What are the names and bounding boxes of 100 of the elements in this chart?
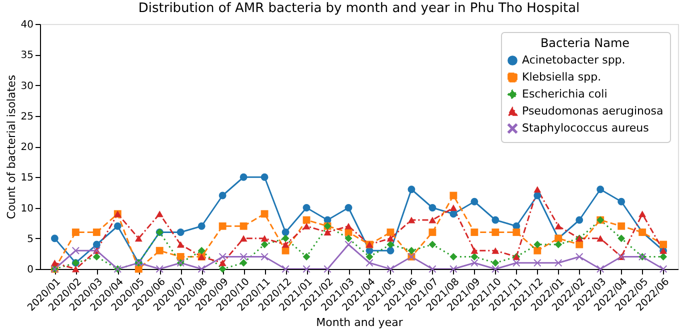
legend-label: Escherichia coli xyxy=(522,88,608,100)
point xyxy=(176,253,184,260)
y-axis-title: Count of bacterial isolates xyxy=(4,74,18,220)
point xyxy=(156,265,164,273)
point xyxy=(50,260,58,266)
point xyxy=(218,192,226,200)
point xyxy=(428,265,436,273)
point xyxy=(470,247,478,254)
point xyxy=(72,266,80,272)
point xyxy=(156,246,164,254)
point xyxy=(534,246,542,254)
point xyxy=(450,210,458,218)
chart-title: Distribution of AMR bacteria by month and year in Phu Tho Hospital xyxy=(138,1,580,16)
point xyxy=(450,204,458,211)
point xyxy=(134,235,142,242)
point xyxy=(344,204,352,212)
legend-label: Pseudomonas aeruginosa xyxy=(522,104,664,118)
point xyxy=(450,253,458,260)
point xyxy=(660,240,668,248)
point xyxy=(218,260,226,266)
point xyxy=(92,253,100,260)
point xyxy=(492,228,500,236)
point xyxy=(596,186,604,194)
point xyxy=(408,186,416,194)
point xyxy=(554,240,562,248)
point xyxy=(72,228,80,236)
point xyxy=(492,216,500,224)
point xyxy=(260,173,268,181)
point xyxy=(344,234,352,242)
point xyxy=(198,246,206,254)
point xyxy=(660,253,668,260)
legend-label: Klebsiella spp. xyxy=(522,70,602,84)
point xyxy=(470,228,478,236)
point xyxy=(534,192,542,200)
point xyxy=(386,228,394,236)
point xyxy=(534,240,542,248)
point xyxy=(176,228,184,236)
point xyxy=(50,234,58,242)
y-tick-label: 10 xyxy=(20,203,34,214)
point xyxy=(596,235,604,242)
point xyxy=(492,259,500,267)
point xyxy=(282,246,290,254)
point xyxy=(576,216,584,224)
point xyxy=(282,228,290,236)
point xyxy=(512,228,520,236)
point xyxy=(344,222,352,230)
y-tick-label: 15 xyxy=(20,172,34,184)
point xyxy=(470,259,478,267)
point xyxy=(260,253,268,260)
point xyxy=(554,259,562,267)
point xyxy=(198,222,206,230)
point xyxy=(260,235,268,242)
point xyxy=(240,253,248,260)
point xyxy=(386,240,394,248)
point xyxy=(114,222,122,230)
point xyxy=(302,204,310,212)
point xyxy=(302,265,310,273)
point xyxy=(470,198,478,206)
y-tick-label: 5 xyxy=(27,234,34,245)
point xyxy=(386,246,394,254)
point xyxy=(408,246,416,254)
y-tick-label: 20 xyxy=(20,142,34,153)
point xyxy=(534,259,542,267)
point xyxy=(428,240,436,248)
point xyxy=(72,246,80,254)
point xyxy=(302,222,310,230)
point xyxy=(576,253,584,260)
point xyxy=(492,265,500,273)
point xyxy=(198,265,206,273)
point xyxy=(260,240,268,248)
point xyxy=(240,173,248,181)
x-axis-title: Month and year xyxy=(316,316,404,329)
point xyxy=(428,228,436,236)
point xyxy=(218,222,226,230)
point xyxy=(366,259,374,267)
point xyxy=(324,265,332,273)
point xyxy=(240,222,248,230)
legend-label: Staphylococcus aureus xyxy=(522,122,650,134)
point xyxy=(492,247,500,254)
point xyxy=(176,241,184,248)
point xyxy=(660,265,668,273)
point xyxy=(512,259,520,267)
point xyxy=(470,253,478,260)
point xyxy=(92,240,100,248)
point xyxy=(596,265,604,273)
point xyxy=(156,210,164,218)
point xyxy=(282,234,290,242)
point xyxy=(450,265,458,273)
point xyxy=(386,235,394,242)
point xyxy=(92,228,100,236)
point xyxy=(618,198,626,206)
y-tick-label: 25 xyxy=(20,111,34,122)
point xyxy=(428,204,436,212)
point xyxy=(240,235,248,242)
y-tick-label: 30 xyxy=(20,80,34,92)
point xyxy=(240,259,248,267)
point xyxy=(282,265,290,273)
point xyxy=(260,210,268,218)
point xyxy=(450,192,458,200)
point xyxy=(638,210,646,218)
